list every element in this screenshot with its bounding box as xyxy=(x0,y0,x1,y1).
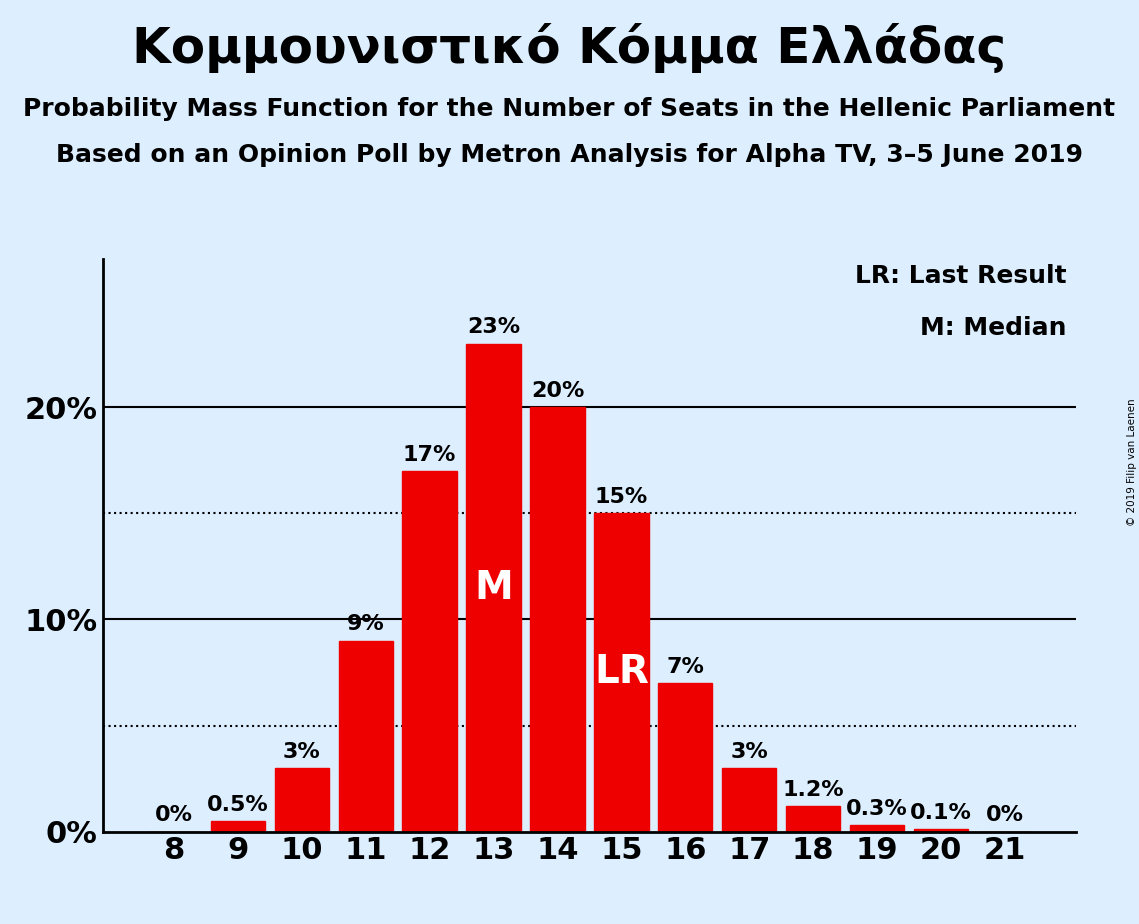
Bar xyxy=(338,640,393,832)
Text: 20%: 20% xyxy=(531,381,584,401)
Bar xyxy=(658,683,713,832)
Text: LR: Last Result: LR: Last Result xyxy=(855,264,1066,288)
Bar xyxy=(595,514,648,832)
Bar xyxy=(913,830,968,832)
Text: 17%: 17% xyxy=(403,444,457,465)
Text: M: Median: M: Median xyxy=(920,316,1066,340)
Text: 15%: 15% xyxy=(595,487,648,507)
Text: LR: LR xyxy=(593,653,649,691)
Bar xyxy=(531,407,584,832)
Text: 1.2%: 1.2% xyxy=(782,780,844,800)
Bar xyxy=(786,806,841,832)
Text: Based on an Opinion Poll by Metron Analysis for Alpha TV, 3–5 June 2019: Based on an Opinion Poll by Metron Analy… xyxy=(56,143,1083,167)
Text: 0%: 0% xyxy=(986,805,1024,825)
Bar xyxy=(274,768,329,832)
Text: 0.1%: 0.1% xyxy=(910,803,972,823)
Text: 3%: 3% xyxy=(730,742,768,761)
Bar xyxy=(850,825,904,832)
Bar xyxy=(722,768,777,832)
Text: 23%: 23% xyxy=(467,317,521,337)
Text: 0%: 0% xyxy=(155,805,192,825)
Text: Κομμουνιστικό Κόμμα Ελλάδας: Κομμουνιστικό Κόμμα Ελλάδας xyxy=(132,23,1007,73)
Bar xyxy=(402,471,457,832)
Text: 9%: 9% xyxy=(347,614,385,634)
Text: 0.5%: 0.5% xyxy=(207,795,269,815)
Bar xyxy=(211,821,265,832)
Text: 3%: 3% xyxy=(282,742,321,761)
Text: Probability Mass Function for the Number of Seats in the Hellenic Parliament: Probability Mass Function for the Number… xyxy=(24,97,1115,121)
Text: © 2019 Filip van Laenen: © 2019 Filip van Laenen xyxy=(1126,398,1137,526)
Text: M: M xyxy=(474,568,513,606)
Text: 0.3%: 0.3% xyxy=(846,799,908,819)
Bar xyxy=(466,344,521,832)
Text: 7%: 7% xyxy=(666,657,704,676)
